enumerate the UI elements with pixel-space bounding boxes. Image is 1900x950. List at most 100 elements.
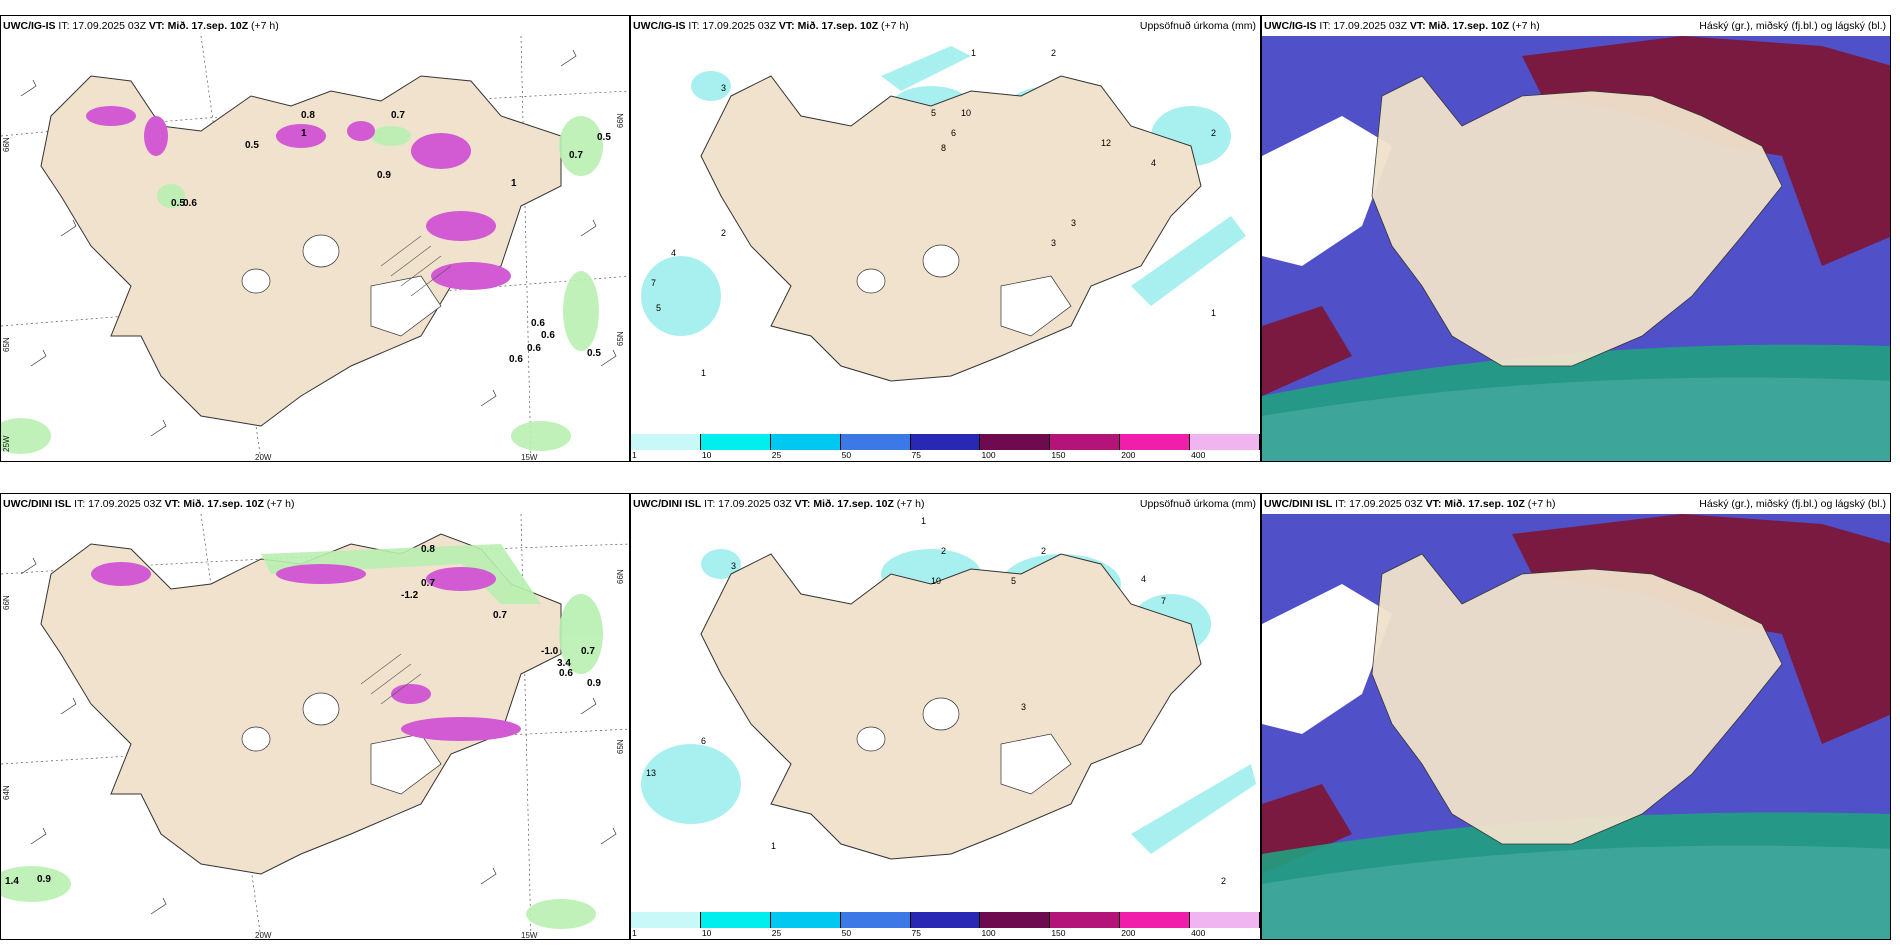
colorbar-swatch [1050,912,1121,928]
label-value: 6 [701,736,706,746]
label-value: 0.6 [531,318,545,329]
colorbar-tick-label: 10 [701,928,712,938]
label-value: 0.5 [245,140,259,151]
colorbar-swatch [980,912,1051,928]
map-accum-precip: 1 2 3 4 5 6 8 10 12 2 3 1 7 5 2 3 4 1 [641,46,1246,382]
colorbar-swatch [910,434,981,450]
label-value: 3 [721,83,726,93]
label-value: 5 [656,303,661,313]
colorbar-tick-label: 50 [841,450,852,460]
label-value: 3 [731,561,736,571]
label-value: 1 [511,178,517,189]
label-value: 2 [941,546,946,556]
colorbar: 1 10 25 50 75 100 150 200 400 [631,910,1260,938]
colorbar-tick-label: 1 [632,928,637,938]
panel-ig-is-accum-precip: UWC/IG-IS IT: 17.09.2025 03Z VT: Mið. 17… [630,15,1261,462]
map-wind-precip: 0.8 0.7 0.7 -1.2 0.7 0.6 0.9 1.4 0.9 -1.… [1,514,629,939]
colorbar-swatch [840,912,911,928]
label-value: 1 [971,48,976,58]
label-value: 4 [1151,158,1156,168]
colorbar-tick-label: 400 [1191,450,1206,460]
label-value: 4 [1141,574,1146,584]
colorbar-swatch [1050,434,1121,450]
label-value: 0.7 [421,578,435,589]
colorbar-swatch [1190,434,1260,450]
colorbar-swatch [1120,434,1191,450]
panel-dini-accum-precip: UWC/DINI ISL IT: 17.09.2025 03Z VT: Mið.… [630,493,1261,940]
label-value: 0.7 [581,646,595,657]
colorbar-tick-label: 10 [701,450,712,460]
lat-label: 65N [2,337,11,352]
panel-header: UWC/DINI ISL IT: 17.09.2025 03Z VT: Mið.… [1264,498,1556,510]
label-value: 7 [651,278,656,288]
panel-ig-is-clouds: UWC/IG-IS IT: 17.09.2025 03Z VT: Mið. 17… [1261,15,1891,462]
lat-label: 66N [616,569,625,584]
label-value: 0.7 [493,610,507,621]
lat-label: 64N [2,785,11,800]
colorbar-tick-label: 75 [911,450,922,460]
label-value: 2 [1051,48,1056,58]
label-value: 10 [961,108,971,118]
colorbar-swatch [770,912,841,928]
label-value: 5 [1011,576,1016,586]
label-value: 0.6 [509,354,523,365]
label-value: 1 [701,368,706,378]
label-value: 0.8 [421,544,435,555]
label-value: 6 [951,128,956,138]
panel-ig-is-wind-precip: UWC/IG-IS IT: 17.09.2025 03Z VT: Mið. 17… [0,15,630,462]
colorbar-swatch [770,434,841,450]
label-value: 3.4 [557,658,571,669]
label-value: 3 [1071,218,1076,228]
colorbar-swatch [700,912,771,928]
panel-dini-clouds: UWC/DINI ISL IT: 17.09.2025 03Z VT: Mið.… [1261,493,1891,940]
label-value: 0.6 [541,330,555,341]
label-value: 0.9 [37,874,51,885]
label-value: 8 [941,143,946,153]
panel-header: UWC/DINI ISL IT: 17.09.2025 03Z VT: Mið.… [3,498,295,510]
value-labels: 0.5 0.5 0.7 0.9 0.7 0.5 0.6 0.6 0.6 0.5 … [171,110,611,365]
label-value: 1 [301,128,307,139]
label-value: 0.9 [587,678,601,689]
value-labels: 1 2 3 6 10 13 2 4 5 7 3 2 1 [646,516,1226,886]
lat-label: 66N [616,113,625,128]
label-value: 0.6 [183,198,197,209]
label-value: 13 [646,768,656,778]
colorbar-tick-label: 150 [1051,928,1066,938]
colorbar-swatch [1190,912,1260,928]
colorbar-tick-label: 150 [1051,450,1066,460]
lon-label: 15W [521,453,538,461]
label-value: 2 [1041,546,1046,556]
colorbar-tick-label: 200 [1121,928,1136,938]
panel-header: UWC/IG-IS IT: 17.09.2025 03Z VT: Mið. 17… [633,20,909,32]
lat-label: 65N [616,739,625,754]
label-value: 3 [1051,238,1056,248]
colorbar-tick-label: 1 [632,450,637,460]
label-value: 0.5 [171,198,185,209]
label-value: 0.7 [391,110,405,121]
label-value: 4 [671,248,676,258]
label-value: 0.8 [301,110,315,121]
colorbar-swatch [700,434,771,450]
label-value: 5 [931,108,936,118]
colorbar-swatch [840,434,911,450]
panel-dini-wind-precip: UWC/DINI ISL IT: 17.09.2025 03Z VT: Mið.… [0,493,630,940]
label-value: 0.7 [569,150,583,161]
lat-label: 65N [616,331,625,346]
label-value: 2 [721,228,726,238]
label-value: 1 [771,841,776,851]
colorbar-tick-label: 100 [981,450,996,460]
colorbar-tick-label: 50 [841,928,852,938]
panel-title: Háský (gr.), miðský (fj.bl.) og lágský (… [1699,20,1886,32]
map-clouds [1262,514,1890,939]
map-clouds [1262,36,1890,461]
colorbar-tick-label: 400 [1191,928,1206,938]
colorbar-tick-label: 25 [771,928,782,938]
lon-label: 15W [521,931,538,939]
label-value: -1.0 [541,646,559,657]
colorbar-swatch [1120,912,1191,928]
panel-title: Uppsöfnuð úrkoma (mm) [1139,20,1256,32]
label-value: 0.5 [597,132,611,143]
label-value: 10 [931,576,941,586]
lat-label: 66N [2,595,11,610]
label-value: 1 [1211,308,1216,318]
